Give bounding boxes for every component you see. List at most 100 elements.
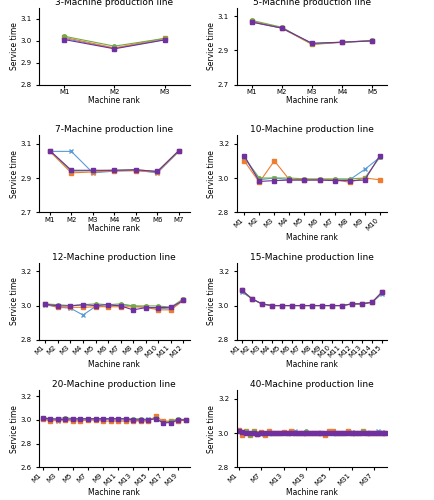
- Bmax=780: [274, 430, 279, 436]
- X-axis label: Machine rank: Machine rank: [89, 96, 140, 106]
- Line: Bmax=45: Bmax=45: [243, 156, 381, 182]
- Bmax=780: [293, 430, 298, 436]
- Bmax=55: [143, 304, 148, 310]
- Bmax=70: [360, 301, 365, 307]
- Bmax=70: [269, 302, 274, 308]
- Bmax=780: [236, 428, 241, 434]
- Bmax=390: [345, 428, 350, 434]
- Bmax=780: [360, 430, 365, 436]
- Bmax=280: [259, 301, 264, 307]
- Bmax=585: [243, 428, 249, 434]
- Bmax=120: [90, 168, 95, 173]
- Bmax=190: [78, 418, 83, 424]
- Bmax=380: [78, 416, 83, 422]
- Bmax=585: [349, 430, 354, 436]
- Line: Bmax=195: Bmax=195: [237, 430, 387, 436]
- Bmax=195: [322, 430, 328, 436]
- Bmax=390: [296, 430, 302, 436]
- Line: Bmax=55: Bmax=55: [43, 298, 185, 317]
- Bmax=585: [322, 430, 328, 436]
- Line: Bmax=60: Bmax=60: [250, 18, 374, 46]
- Bmax=195: [293, 428, 298, 434]
- Bmax=780: [356, 430, 362, 436]
- Bmax=390: [319, 430, 324, 436]
- Bmax=780: [255, 431, 260, 437]
- Bmax=140: [349, 301, 355, 307]
- Bmax=195: [296, 430, 302, 436]
- Bmax=55: [118, 302, 123, 308]
- Bmax=780: [277, 430, 283, 436]
- Bmax=285: [176, 416, 181, 422]
- Bmax=55: [93, 304, 98, 310]
- Bmax=95: [78, 417, 83, 423]
- Y-axis label: Service time: Service time: [207, 278, 217, 325]
- Bmax=195: [330, 428, 335, 434]
- Bmax=45: [362, 166, 367, 172]
- Line: Bmax=165: Bmax=165: [43, 297, 185, 309]
- Bmax=380: [115, 416, 121, 422]
- Bmax=90: [47, 148, 53, 154]
- Bmax=380: [161, 420, 166, 426]
- Bmax=110: [168, 307, 174, 313]
- Legend: Bmax=70, Bmax=140, Bmax=210, Bmax=280: Bmax=70, Bmax=140, Bmax=210, Bmax=280: [390, 259, 434, 286]
- Bmax=390: [274, 430, 279, 436]
- Bmax=165: [143, 303, 148, 309]
- Bmax=195: [255, 430, 260, 436]
- Bmax=95: [138, 417, 143, 423]
- Bmax=110: [55, 304, 60, 310]
- Bmax=190: [153, 414, 158, 420]
- Bmax=390: [338, 430, 343, 436]
- Bmax=390: [289, 428, 294, 434]
- Bmax=780: [383, 430, 388, 436]
- Bmax=390: [342, 430, 347, 436]
- Bmax=110: [43, 301, 48, 307]
- Bmax=780: [285, 430, 290, 436]
- Bmax=780: [338, 430, 343, 436]
- Bmax=95: [168, 419, 174, 425]
- Bmax=190: [108, 418, 113, 424]
- X-axis label: Machine rank: Machine rank: [286, 488, 338, 497]
- Bmax=195: [308, 430, 313, 436]
- Bmax=195: [379, 430, 384, 436]
- Bmax=285: [70, 416, 76, 422]
- Bmax=40: [62, 36, 67, 43]
- X-axis label: Machine rank: Machine rank: [89, 360, 140, 370]
- Bmax=585: [345, 430, 350, 436]
- Bmax=45: [347, 176, 352, 182]
- Bmax=40: [279, 25, 285, 31]
- Bmax=285: [153, 415, 158, 421]
- Bmax=780: [364, 430, 369, 436]
- Bmax=60: [90, 169, 95, 175]
- Bmax=195: [311, 430, 316, 436]
- Bmax=20: [162, 36, 167, 42]
- Bmax=190: [100, 418, 105, 424]
- Bmax=55: [156, 305, 161, 311]
- Bmax=585: [326, 430, 332, 436]
- Bmax=55: [68, 305, 73, 311]
- Bmax=390: [247, 432, 253, 438]
- Bmax=195: [300, 430, 305, 436]
- Bmax=220: [156, 304, 161, 310]
- Bmax=90: [69, 168, 74, 174]
- Bmax=780: [353, 430, 358, 436]
- Legend: Bmax=20, Bmax=40, Bmax=60, Bmax=80: Bmax=20, Bmax=40, Bmax=60, Bmax=80: [390, 4, 432, 31]
- Bmax=780: [266, 430, 271, 436]
- Bmax=780: [247, 430, 253, 436]
- Bmax=585: [360, 428, 365, 434]
- Bmax=60: [133, 168, 138, 174]
- Bmax=140: [259, 301, 264, 307]
- Bmax=390: [262, 432, 267, 438]
- Bmax=780: [308, 430, 313, 436]
- Bmax=190: [123, 418, 128, 424]
- Bmax=585: [379, 430, 384, 436]
- Bmax=780: [296, 430, 302, 436]
- Legend: Bmax=55, Bmax=110, Bmax=165, Bmax=220: Bmax=55, Bmax=110, Bmax=165, Bmax=220: [192, 259, 238, 286]
- Bmax=380: [40, 415, 46, 421]
- Bmax=195: [274, 430, 279, 436]
- Bmax=780: [281, 430, 286, 436]
- Bmax=195: [236, 428, 241, 434]
- Bmax=195: [356, 430, 362, 436]
- Bmax=70: [249, 296, 254, 302]
- Bmax=390: [277, 430, 283, 436]
- Bmax=390: [375, 430, 381, 436]
